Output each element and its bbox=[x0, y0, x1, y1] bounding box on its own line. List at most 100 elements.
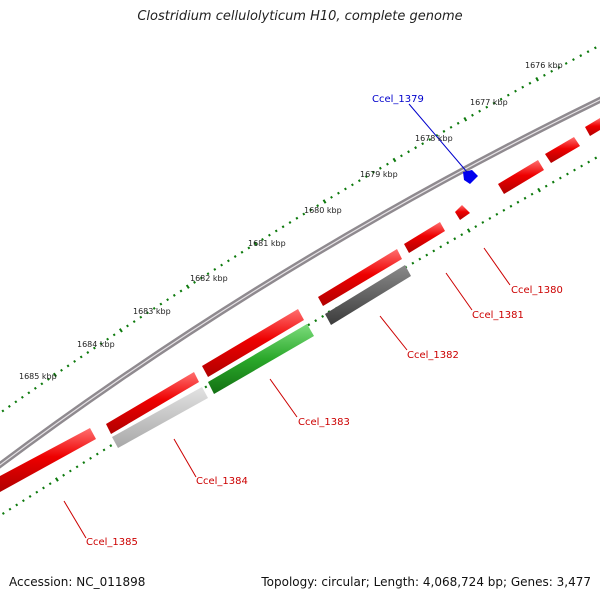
tick-mark bbox=[1, 409, 5, 413]
tick-mark bbox=[579, 54, 583, 58]
tick-mark bbox=[267, 233, 271, 237]
tick-mark bbox=[75, 465, 79, 469]
gene-ccel-1383-red[interactable] bbox=[202, 309, 304, 377]
tick-mark bbox=[499, 97, 503, 101]
tick-mark bbox=[68, 469, 72, 473]
tick-mark bbox=[132, 320, 136, 324]
gene-label-ccel-1381[interactable]: Ccel_1381 bbox=[472, 310, 524, 321]
tick-mark bbox=[166, 298, 170, 302]
scale-label: 1684 kbp bbox=[77, 340, 115, 349]
tick-mark bbox=[274, 229, 278, 233]
tick-mark bbox=[66, 364, 70, 368]
tick-mark bbox=[400, 154, 403, 158]
tick-mark bbox=[586, 50, 590, 54]
tick-mark bbox=[521, 85, 525, 89]
gene-label-ccel-1383[interactable]: Ccel_1383 bbox=[298, 417, 350, 428]
tick-mark bbox=[226, 259, 230, 263]
scale-label: 1678 kbp bbox=[415, 134, 453, 143]
tick-mark bbox=[392, 157, 397, 163]
tick-mark bbox=[281, 225, 285, 229]
tick-mark bbox=[485, 105, 489, 109]
tick-mark bbox=[20, 395, 24, 399]
tick-mark bbox=[62, 473, 66, 477]
tick-mark bbox=[414, 146, 418, 150]
tick-mark bbox=[42, 486, 45, 490]
gene-ccel-1381[interactable] bbox=[404, 222, 445, 253]
tick-mark bbox=[179, 289, 183, 293]
gene-ccel-1379[interactable] bbox=[463, 170, 478, 184]
tick-mark bbox=[204, 385, 208, 389]
tick-mark bbox=[307, 323, 311, 327]
leader-ccel-1381 bbox=[445, 272, 473, 311]
leader-ccel-1384 bbox=[173, 438, 197, 478]
tick-mark bbox=[488, 216, 492, 220]
leader-ccel-1380 bbox=[483, 247, 511, 286]
tick-mark bbox=[530, 192, 534, 196]
tick-mark bbox=[253, 241, 258, 246]
tick-mark bbox=[337, 191, 340, 195]
tick-mark bbox=[159, 302, 163, 306]
tick-mark bbox=[152, 306, 156, 310]
tick-mark bbox=[418, 257, 422, 261]
tick-mark bbox=[240, 250, 244, 254]
genome-summary-label: Topology: circular; Length: 4,068,724 bp… bbox=[261, 575, 591, 589]
tick-mark bbox=[509, 204, 513, 208]
tick-mark bbox=[118, 328, 123, 333]
gene-label-ccel-1385[interactable]: Ccel_1385 bbox=[86, 537, 138, 548]
gene-ccel-1382[interactable] bbox=[325, 265, 411, 325]
gene-ccel-1382-red[interactable] bbox=[318, 249, 402, 306]
tick-mark bbox=[35, 490, 39, 494]
gene-label-ccel-1380[interactable]: Ccel_1380 bbox=[511, 285, 563, 296]
tick-mark bbox=[213, 267, 217, 271]
gene-ccel-1380[interactable] bbox=[498, 160, 544, 194]
tick-mark bbox=[371, 170, 375, 174]
tick-mark bbox=[386, 162, 389, 166]
tick-mark bbox=[453, 237, 457, 241]
tick-mark bbox=[27, 391, 31, 395]
accession-label: Accession: NC_011898 bbox=[9, 575, 146, 589]
tick-mark bbox=[435, 133, 439, 137]
gene-ccel-1380b[interactable] bbox=[455, 205, 470, 220]
gene-ccel-1383[interactable] bbox=[208, 324, 314, 394]
tick-mark bbox=[92, 346, 96, 350]
gene-ccel-1385[interactable] bbox=[0, 428, 96, 492]
tick-mark bbox=[523, 196, 527, 200]
tick-mark bbox=[463, 117, 468, 122]
tick-mark bbox=[206, 272, 210, 276]
gene-label-ccel-1382[interactable]: Ccel_1382 bbox=[407, 350, 459, 361]
tick-mark bbox=[594, 156, 598, 160]
tick-mark bbox=[8, 507, 12, 511]
gene-ccel-1384-red[interactable] bbox=[106, 372, 199, 434]
leader-ccel-1385 bbox=[63, 500, 87, 539]
tick-mark bbox=[112, 333, 116, 337]
tick-mark bbox=[15, 503, 19, 507]
tick-mark bbox=[564, 62, 568, 65]
tick-mark bbox=[432, 249, 436, 253]
tick-mark bbox=[537, 187, 541, 193]
tick-mark bbox=[543, 73, 546, 77]
scale-labels: 1676 kbp 1677 kbp 1678 kbp 1679 kbp 1680… bbox=[19, 61, 563, 381]
gene-ccel-1378[interactable] bbox=[545, 118, 600, 163]
tick-mark bbox=[172, 293, 176, 297]
scale-label: 1679 kbp bbox=[360, 170, 398, 179]
tick-mark bbox=[302, 212, 306, 216]
gene-label-ccel-1379[interactable]: Ccel_1379 bbox=[372, 94, 424, 105]
tick-mark bbox=[14, 400, 18, 404]
tick-mark bbox=[495, 212, 499, 216]
tick-mark bbox=[46, 377, 50, 381]
genome-backbone-highlight bbox=[0, 99, 600, 466]
tick-mark bbox=[566, 172, 569, 176]
tick-mark bbox=[573, 168, 576, 172]
tick-mark bbox=[344, 187, 347, 191]
gene-track bbox=[0, 118, 600, 492]
tick-mark bbox=[516, 200, 520, 204]
tick-mark bbox=[456, 121, 460, 125]
gene-ccel-1384[interactable] bbox=[112, 387, 208, 448]
gene-label-ccel-1384[interactable]: Ccel_1384 bbox=[196, 476, 248, 487]
outer-tick-ring bbox=[1, 46, 597, 413]
tick-mark bbox=[99, 342, 103, 346]
tick-mark bbox=[378, 166, 382, 170]
scale-label: 1677 kbp bbox=[470, 98, 508, 107]
tick-mark bbox=[102, 448, 106, 452]
